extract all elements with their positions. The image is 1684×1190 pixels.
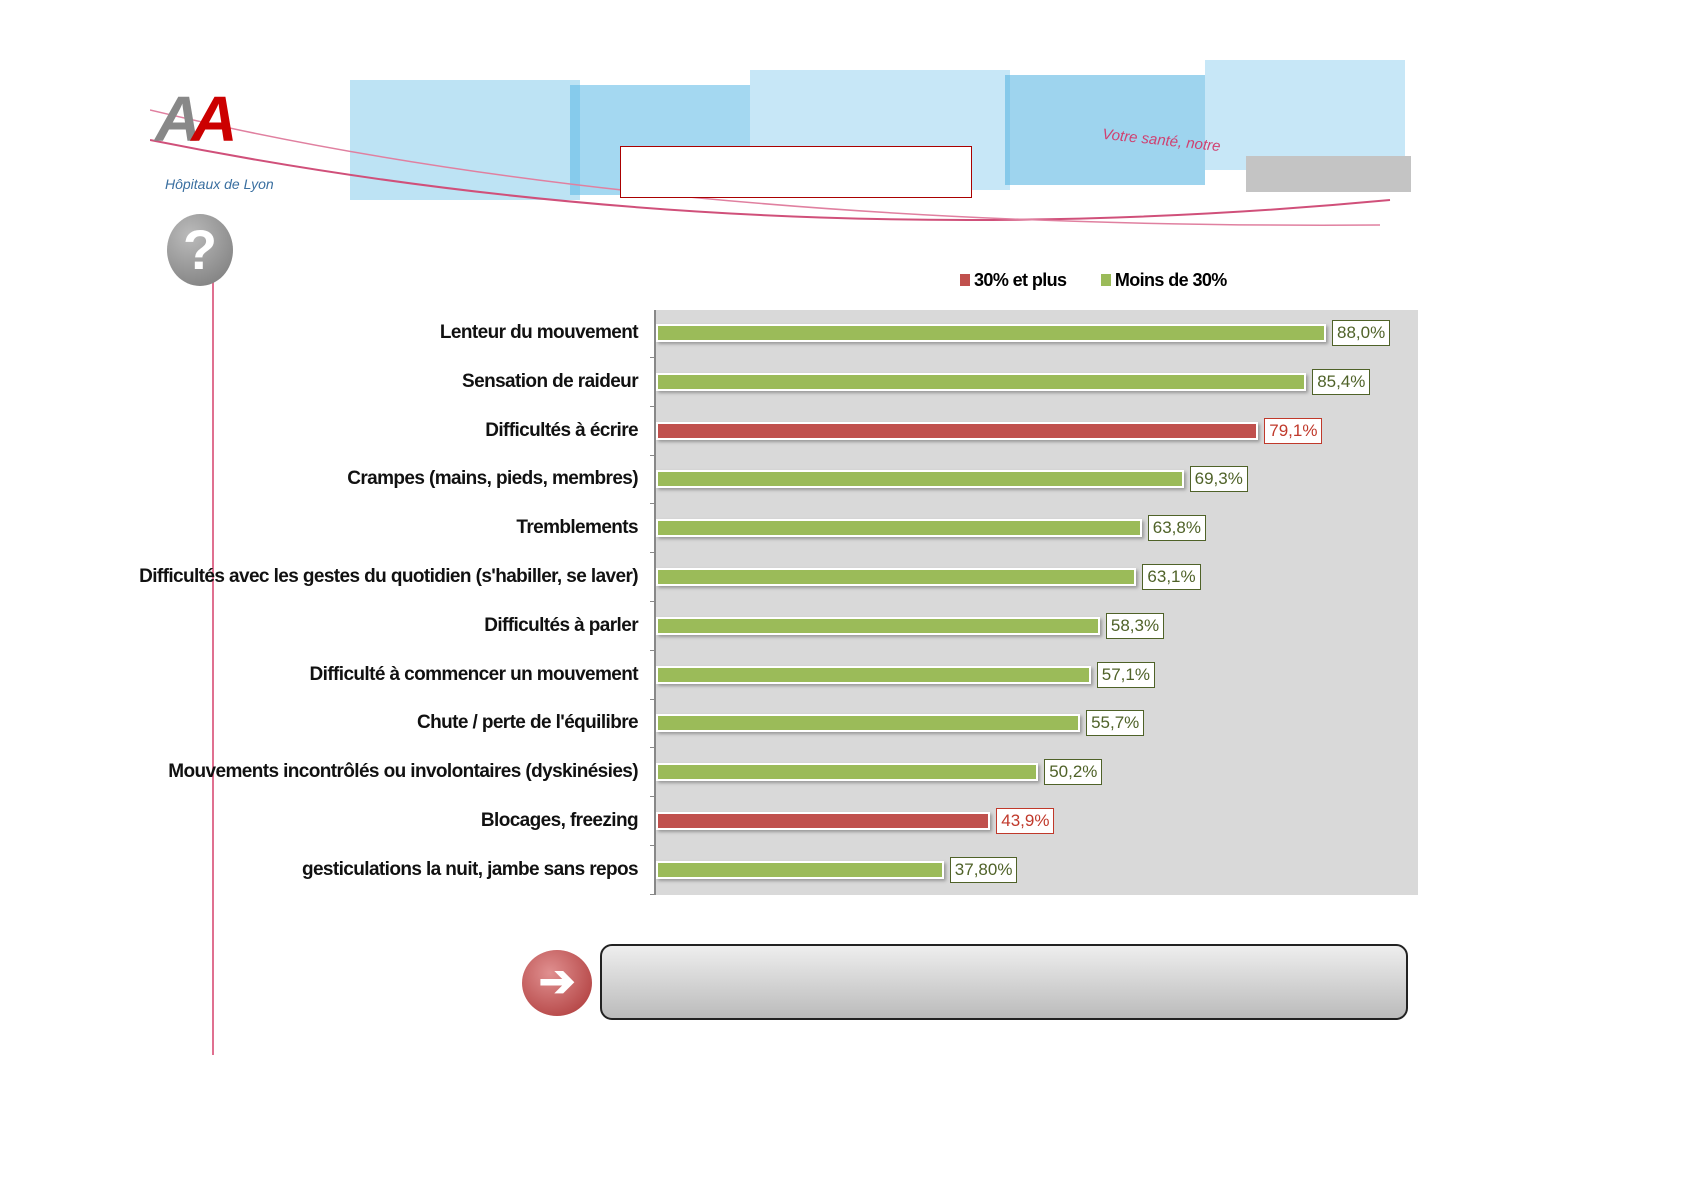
legend-label: 30% et plus [974, 270, 1067, 290]
category-label: Difficultés à parler [484, 614, 638, 636]
category-label: Crampes (mains, pieds, membres) [347, 468, 638, 490]
bar [656, 470, 1184, 489]
axis-tick [650, 503, 656, 505]
category-label: Lenteur du mouvement [439, 322, 639, 343]
bar [656, 324, 1326, 342]
axis-tick [650, 405, 656, 407]
help-question-icon[interactable]: ? [167, 214, 233, 286]
logo-caption: Hôpitaux de Lyon [165, 176, 274, 192]
axis-tick [650, 601, 656, 602]
axis-tick [650, 796, 656, 798]
gray-box [1246, 156, 1411, 192]
bar [656, 714, 1081, 733]
bar [656, 812, 991, 830]
bar [656, 519, 1142, 538]
category-label: Sensation de raideur [462, 370, 639, 392]
axis-tick [650, 698, 656, 700]
category-label: Chute / perte de l'équilibre [416, 712, 639, 734]
axis-tick [650, 845, 656, 846]
data-label: 85,4% [1312, 368, 1371, 395]
bar [656, 421, 1259, 440]
title-box [620, 146, 972, 198]
bar [656, 372, 1307, 391]
data-label: 55,7% [1086, 710, 1145, 737]
y-axis [654, 310, 656, 895]
answer-box[interactable] [600, 944, 1408, 1020]
axis-tick [650, 649, 656, 651]
category-label: Difficultés à écrire [485, 419, 638, 441]
category-label: Blocages, freezing [480, 810, 639, 831]
category-label: gesticulations la nuit, jambe sans repos [301, 858, 639, 880]
data-label: 57,1% [1096, 661, 1155, 688]
legend-swatch-red [960, 274, 970, 286]
bar [656, 860, 944, 879]
data-label: 43,9% [996, 808, 1055, 834]
axis-tick [650, 893, 656, 895]
decorative-line [212, 250, 214, 1055]
data-label: 50,2% [1044, 759, 1103, 786]
axis-tick [650, 454, 656, 456]
category-label: Difficultés avec les gestes du quotidien… [139, 566, 639, 587]
logo: AA [155, 83, 237, 155]
data-label: 69,3% [1189, 466, 1248, 493]
data-label: 63,1% [1142, 564, 1201, 590]
next-arrow-icon[interactable]: ➔ [522, 950, 592, 1016]
bar [656, 763, 1039, 782]
data-label: 37,80% [949, 856, 1018, 883]
category-label: Difficulté à commencer un mouvement [309, 663, 639, 685]
bar [656, 616, 1100, 635]
axis-tick [650, 357, 656, 358]
data-label: 88,0% [1332, 320, 1391, 346]
data-label: 79,1% [1264, 417, 1323, 444]
bar [656, 568, 1137, 586]
category-label: Mouvements incontrôlés ou involontaires … [168, 761, 638, 783]
data-label: 58,3% [1105, 612, 1165, 639]
axis-tick [650, 552, 656, 554]
legend-swatch-green [1100, 274, 1111, 286]
legend: 30% et plus Moins de 30% [960, 270, 1227, 291]
bar [656, 665, 1091, 684]
category-label: Tremblements [516, 517, 638, 539]
data-label: 63,8% [1147, 515, 1206, 542]
plot-area [656, 310, 1418, 895]
header-banner [150, 60, 1405, 226]
legend-label: Moins de 30% [1114, 270, 1227, 290]
axis-tick [650, 747, 656, 749]
